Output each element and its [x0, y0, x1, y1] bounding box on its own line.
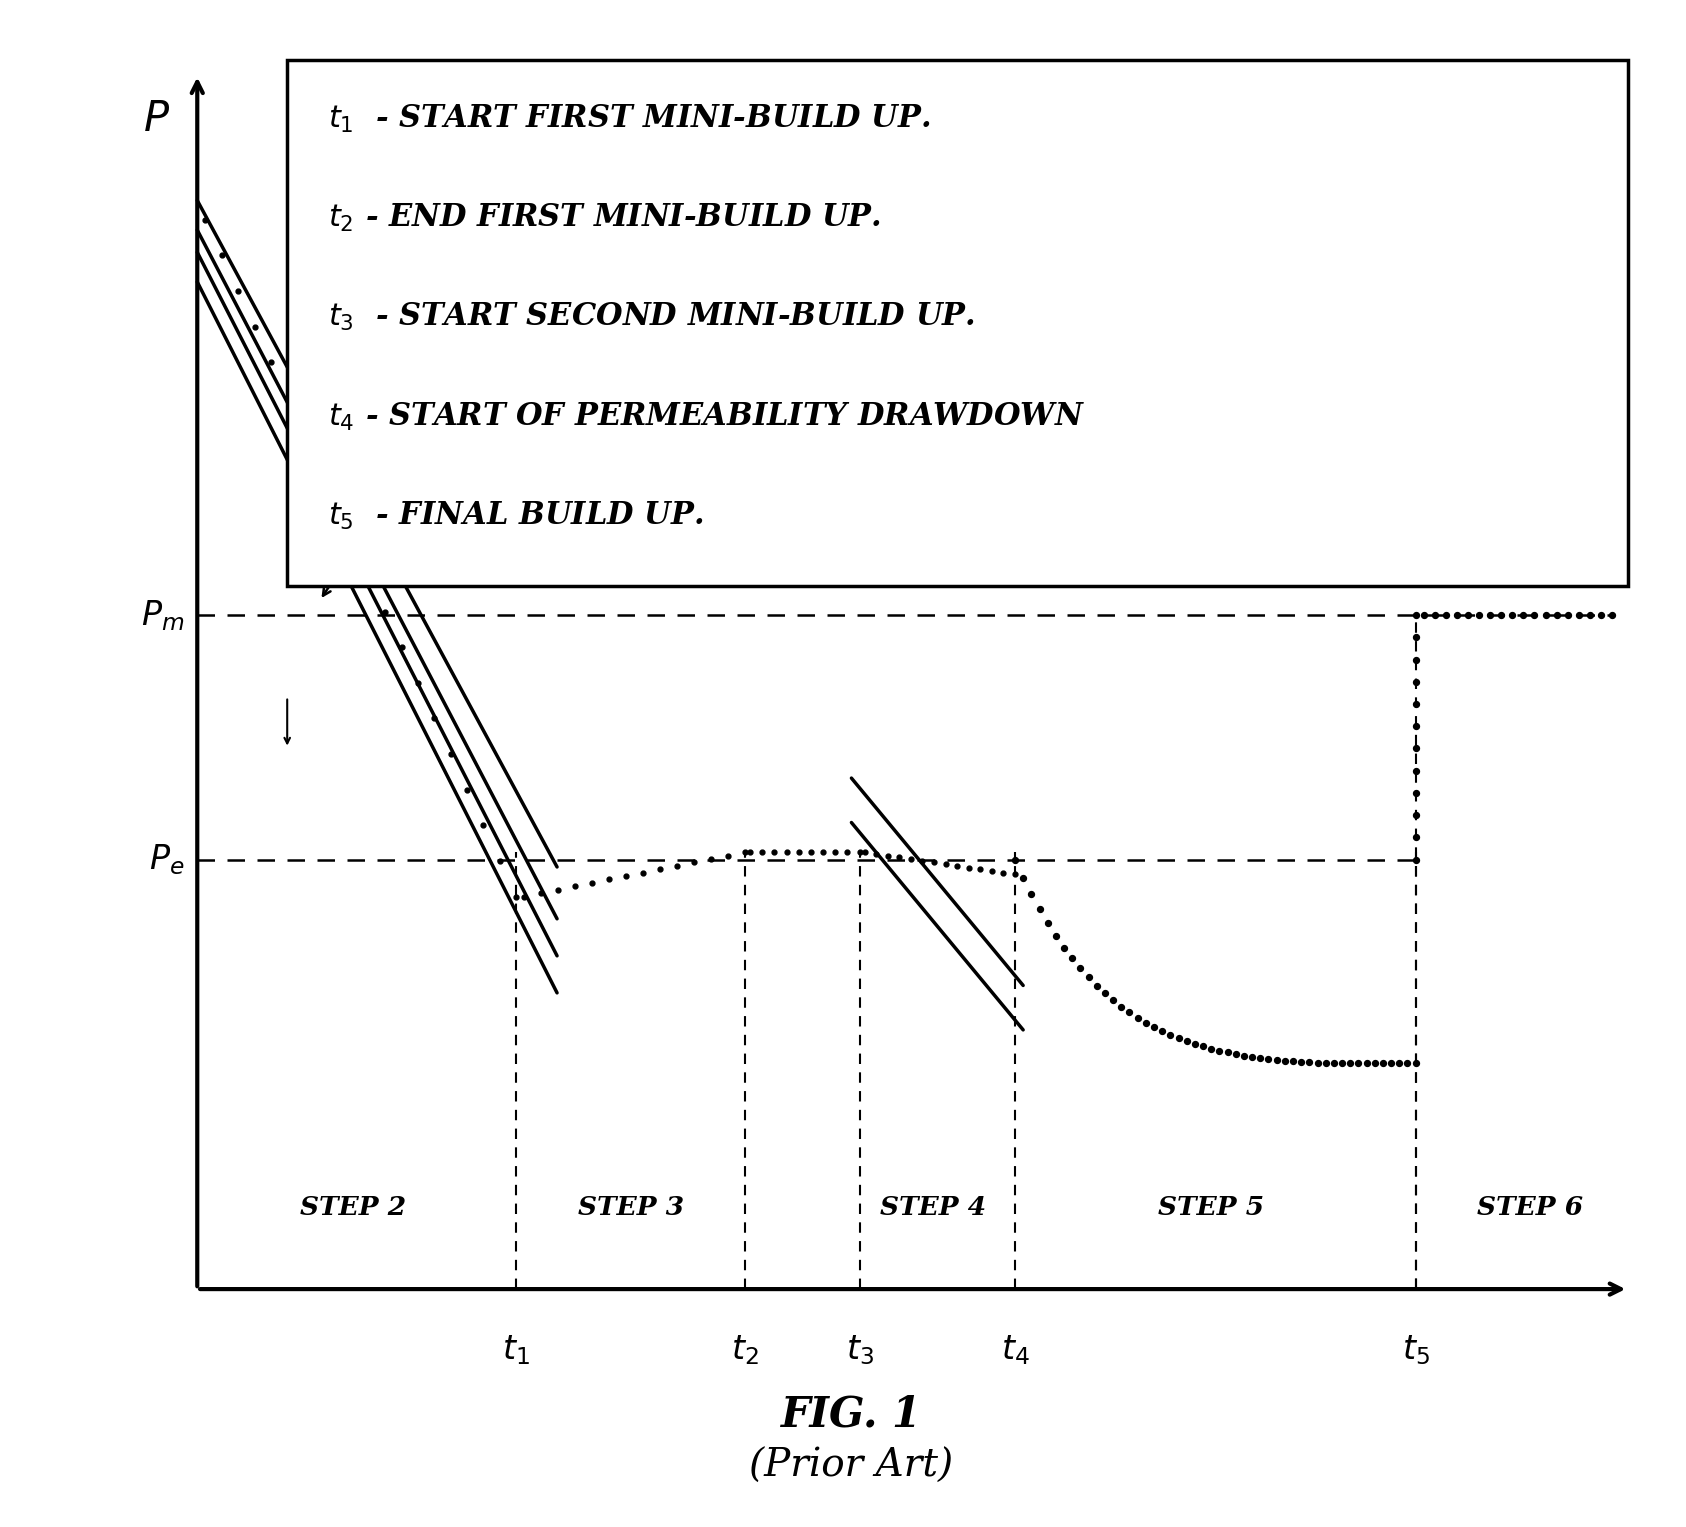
- Text: $t_2$ - END FIRST MINI-BUILD UP.: $t_2$ - END FIRST MINI-BUILD UP.: [329, 202, 882, 234]
- Text: $t_3$: $t_3$: [846, 1333, 873, 1367]
- Text: STEP 6: STEP 6: [1477, 1196, 1583, 1220]
- Text: $t_2$: $t_2$: [732, 1333, 759, 1367]
- Text: (Prior Art): (Prior Art): [749, 1448, 954, 1486]
- Text: STEP 3: STEP 3: [578, 1196, 685, 1220]
- FancyBboxPatch shape: [287, 60, 1629, 585]
- Text: $t_5$: $t_5$: [1401, 1333, 1430, 1367]
- Text: $t_1$: $t_1$: [502, 1333, 529, 1367]
- Text: $t_4$ - START OF PERMEABILITY DRAWDOWN: $t_4$ - START OF PERMEABILITY DRAWDOWN: [329, 400, 1086, 432]
- Text: $P$: $P$: [143, 98, 170, 140]
- Text: $t_4$: $t_4$: [1000, 1333, 1030, 1367]
- Text: FIG. 1: FIG. 1: [781, 1394, 922, 1435]
- Text: -40: -40: [406, 437, 462, 467]
- Text: STEP 2: STEP 2: [300, 1196, 406, 1220]
- Text: $t_3$  - START SECOND MINI-BUILD UP.: $t_3$ - START SECOND MINI-BUILD UP.: [329, 301, 975, 333]
- Text: $P_e$: $P_e$: [148, 843, 184, 876]
- Text: $P_m$: $P_m$: [142, 597, 184, 632]
- Text: STEP 5: STEP 5: [1158, 1196, 1264, 1220]
- Text: STEP 4: STEP 4: [880, 1196, 986, 1220]
- Text: $t_1$  - START FIRST MINI-BUILD UP.: $t_1$ - START FIRST MINI-BUILD UP.: [329, 102, 931, 134]
- Text: $t_5$  - FINAL BUILD UP.: $t_5$ - FINAL BUILD UP.: [329, 499, 703, 531]
